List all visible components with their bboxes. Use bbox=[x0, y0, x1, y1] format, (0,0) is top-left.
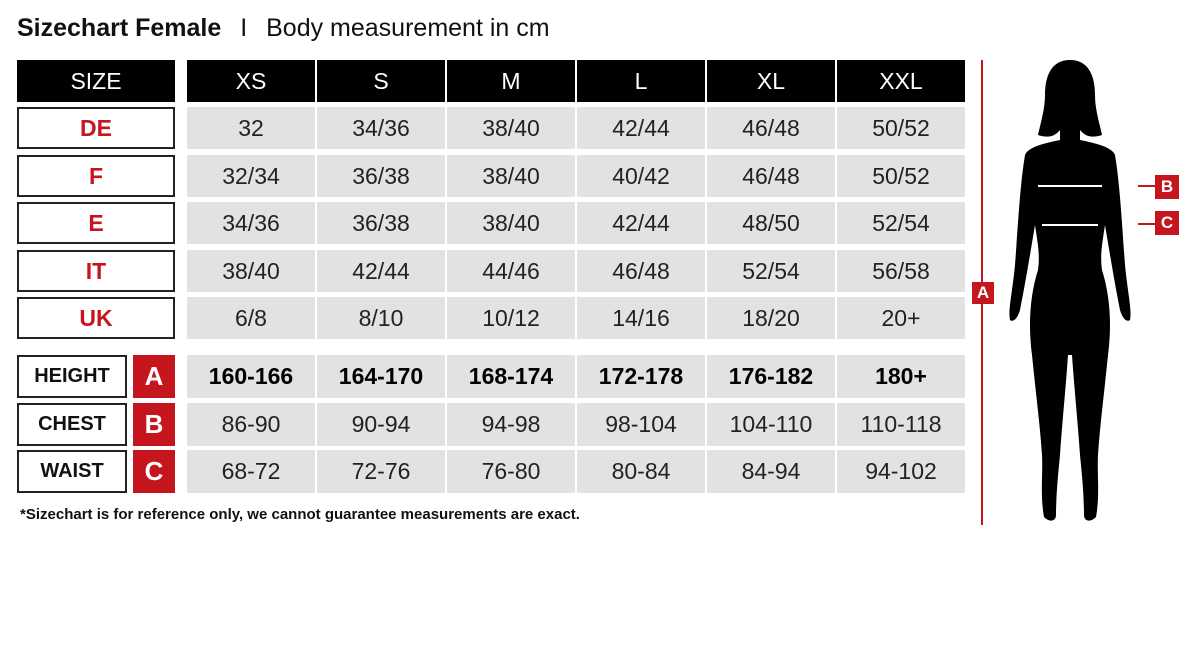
table-cell: 52/54 bbox=[707, 250, 835, 292]
table-cell: 20+ bbox=[837, 297, 965, 339]
table-cell: 48/50 bbox=[707, 202, 835, 244]
chest-tag: B bbox=[1155, 175, 1179, 199]
table-cell: 104-110 bbox=[707, 403, 835, 446]
table-cell: 34/36 bbox=[187, 202, 315, 244]
table-cell: 110-118 bbox=[837, 403, 965, 446]
table-cell: 42/44 bbox=[577, 202, 705, 244]
size-column-header: XXL bbox=[837, 60, 965, 102]
size-header: SIZE bbox=[17, 60, 175, 102]
table-cell: 42/44 bbox=[317, 250, 445, 292]
table-cell: 36/38 bbox=[317, 202, 445, 244]
table-cell: 68-72 bbox=[187, 450, 315, 493]
table-cell: 172-178 bbox=[577, 355, 705, 398]
table-cell: 50/52 bbox=[837, 155, 965, 197]
table-cell: 164-170 bbox=[317, 355, 445, 398]
height-tag: A bbox=[972, 282, 994, 304]
table-cell: 56/58 bbox=[837, 250, 965, 292]
table-cell: 76-80 bbox=[447, 450, 575, 493]
country-label: F bbox=[17, 155, 175, 197]
chest-tick bbox=[1138, 185, 1156, 187]
table-cell: 38/40 bbox=[447, 155, 575, 197]
female-silhouette-icon bbox=[1009, 60, 1131, 521]
measurement-letter: A bbox=[133, 355, 175, 398]
table-cell: 86-90 bbox=[187, 403, 315, 446]
measurement-label: CHEST bbox=[17, 403, 127, 446]
page-title: Sizechart Female I Body measurement in c… bbox=[17, 14, 550, 43]
waist-tag: C bbox=[1155, 211, 1179, 235]
table-cell: 46/48 bbox=[577, 250, 705, 292]
table-cell: 38/40 bbox=[447, 107, 575, 149]
size-column-header: M bbox=[447, 60, 575, 102]
table-cell: 84-94 bbox=[707, 450, 835, 493]
table-cell: 34/36 bbox=[317, 107, 445, 149]
table-cell: 18/20 bbox=[707, 297, 835, 339]
table-cell: 46/48 bbox=[707, 107, 835, 149]
table-cell: 38/40 bbox=[447, 202, 575, 244]
table-cell: 8/10 bbox=[317, 297, 445, 339]
country-label: UK bbox=[17, 297, 175, 339]
table-cell: 14/16 bbox=[577, 297, 705, 339]
title-subtitle: Body measurement in cm bbox=[266, 14, 550, 42]
size-column-header: XS bbox=[187, 60, 315, 102]
table-cell: 44/46 bbox=[447, 250, 575, 292]
country-label: E bbox=[17, 202, 175, 244]
size-column-header: XL bbox=[707, 60, 835, 102]
table-cell: 10/12 bbox=[447, 297, 575, 339]
table-cell: 180+ bbox=[837, 355, 965, 398]
size-column-header: S bbox=[317, 60, 445, 102]
table-cell: 6/8 bbox=[187, 297, 315, 339]
table-cell: 38/40 bbox=[187, 250, 315, 292]
table-cell: 90-94 bbox=[317, 403, 445, 446]
table-cell: 98-104 bbox=[577, 403, 705, 446]
measurement-letter: C bbox=[133, 450, 175, 493]
title-main: Sizechart Female bbox=[17, 14, 222, 42]
size-column-header: L bbox=[577, 60, 705, 102]
measurement-letter: B bbox=[133, 403, 175, 446]
waist-tick bbox=[1138, 223, 1156, 225]
table-cell: 94-98 bbox=[447, 403, 575, 446]
table-cell: 50/52 bbox=[837, 107, 965, 149]
country-label: DE bbox=[17, 107, 175, 149]
table-cell: 32/34 bbox=[187, 155, 315, 197]
table-cell: 168-174 bbox=[447, 355, 575, 398]
table-cell: 94-102 bbox=[837, 450, 965, 493]
table-cell: 40/42 bbox=[577, 155, 705, 197]
table-cell: 46/48 bbox=[707, 155, 835, 197]
measurement-label: HEIGHT bbox=[17, 355, 127, 398]
measurement-label: WAIST bbox=[17, 450, 127, 493]
table-cell: 52/54 bbox=[837, 202, 965, 244]
table-cell: 36/38 bbox=[317, 155, 445, 197]
table-cell: 32 bbox=[187, 107, 315, 149]
table-cell: 72-76 bbox=[317, 450, 445, 493]
table-cell: 42/44 bbox=[577, 107, 705, 149]
title-separator: I bbox=[240, 14, 248, 42]
table-cell: 160-166 bbox=[187, 355, 315, 398]
table-cell: 176-182 bbox=[707, 355, 835, 398]
country-label: IT bbox=[17, 250, 175, 292]
table-cell: 80-84 bbox=[577, 450, 705, 493]
footnote: *Sizechart is for reference only, we can… bbox=[20, 506, 580, 523]
